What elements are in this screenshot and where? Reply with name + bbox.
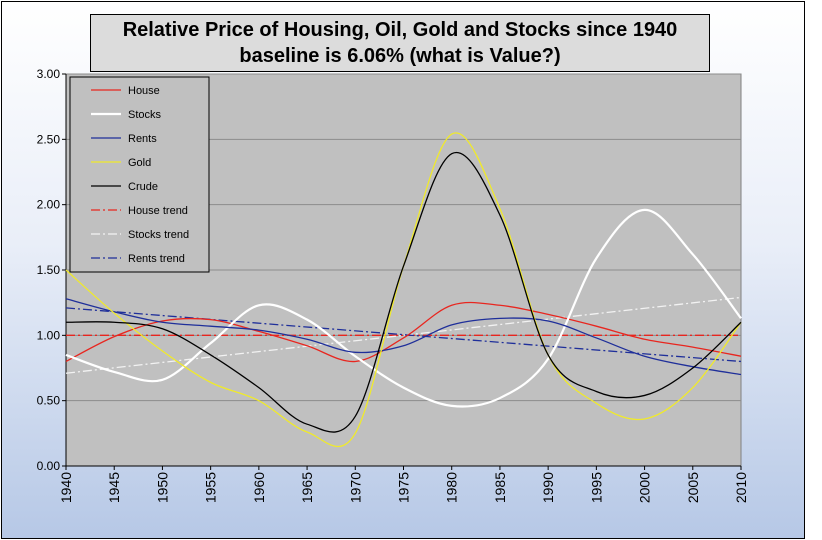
legend-label: Stocks — [128, 109, 162, 121]
x-tick-label: 1990 — [540, 472, 556, 503]
y-tick-label: 1.50 — [37, 263, 61, 277]
y-tick-label: 0.00 — [37, 459, 61, 473]
chart-title-box: Relative Price of Housing, Oil, Gold and… — [90, 14, 710, 72]
legend-label: Rents trend — [128, 253, 185, 265]
x-tick-label: 1975 — [396, 472, 412, 503]
series-line-stocks-trend — [65, 296, 742, 374]
x-tick-label: 1950 — [154, 472, 170, 503]
legend-label: Gold — [128, 157, 151, 169]
series-line-house — [65, 301, 742, 363]
series-line-rents-trend — [65, 307, 742, 363]
series-line-rents — [65, 298, 742, 376]
legend-box — [69, 76, 210, 273]
y-tick-label: 3.00 — [37, 67, 61, 81]
x-tick-label: 2000 — [637, 472, 653, 503]
x-tick-label: 1960 — [251, 472, 267, 503]
series-line-stocks — [65, 208, 742, 408]
y-tick-label: 0.50 — [37, 394, 61, 408]
chart-title-line-1: Relative Price of Housing, Oil, Gold and… — [122, 19, 678, 41]
y-tick-label: 2.50 — [37, 132, 61, 146]
legend-label: Stocks trend — [128, 229, 189, 241]
legend-label: Crude — [128, 181, 158, 193]
chart-title-line-2: baseline is 6.06% (what is Value?) — [239, 45, 561, 67]
series-line-crude — [65, 151, 742, 433]
legend-label: House trend — [128, 205, 188, 217]
x-tick-label: 1995 — [588, 472, 604, 503]
x-tick-label: 1945 — [106, 472, 122, 503]
x-tick-label: 2005 — [685, 472, 701, 503]
series-line-gold — [65, 132, 742, 448]
legend-label: Rents — [128, 133, 157, 145]
x-tick-label: 1985 — [492, 472, 508, 503]
x-tick-label: 1965 — [299, 472, 315, 503]
x-tick-label: 2010 — [733, 472, 749, 503]
y-tick-label: 1.00 — [37, 328, 61, 342]
x-tick-label: 1940 — [58, 472, 74, 503]
x-tick-label: 1970 — [347, 472, 363, 503]
legend-label: House — [128, 85, 160, 97]
x-tick-label: 1980 — [444, 472, 460, 503]
x-tick-label: 1955 — [203, 472, 219, 503]
y-tick-label: 2.00 — [37, 198, 61, 212]
